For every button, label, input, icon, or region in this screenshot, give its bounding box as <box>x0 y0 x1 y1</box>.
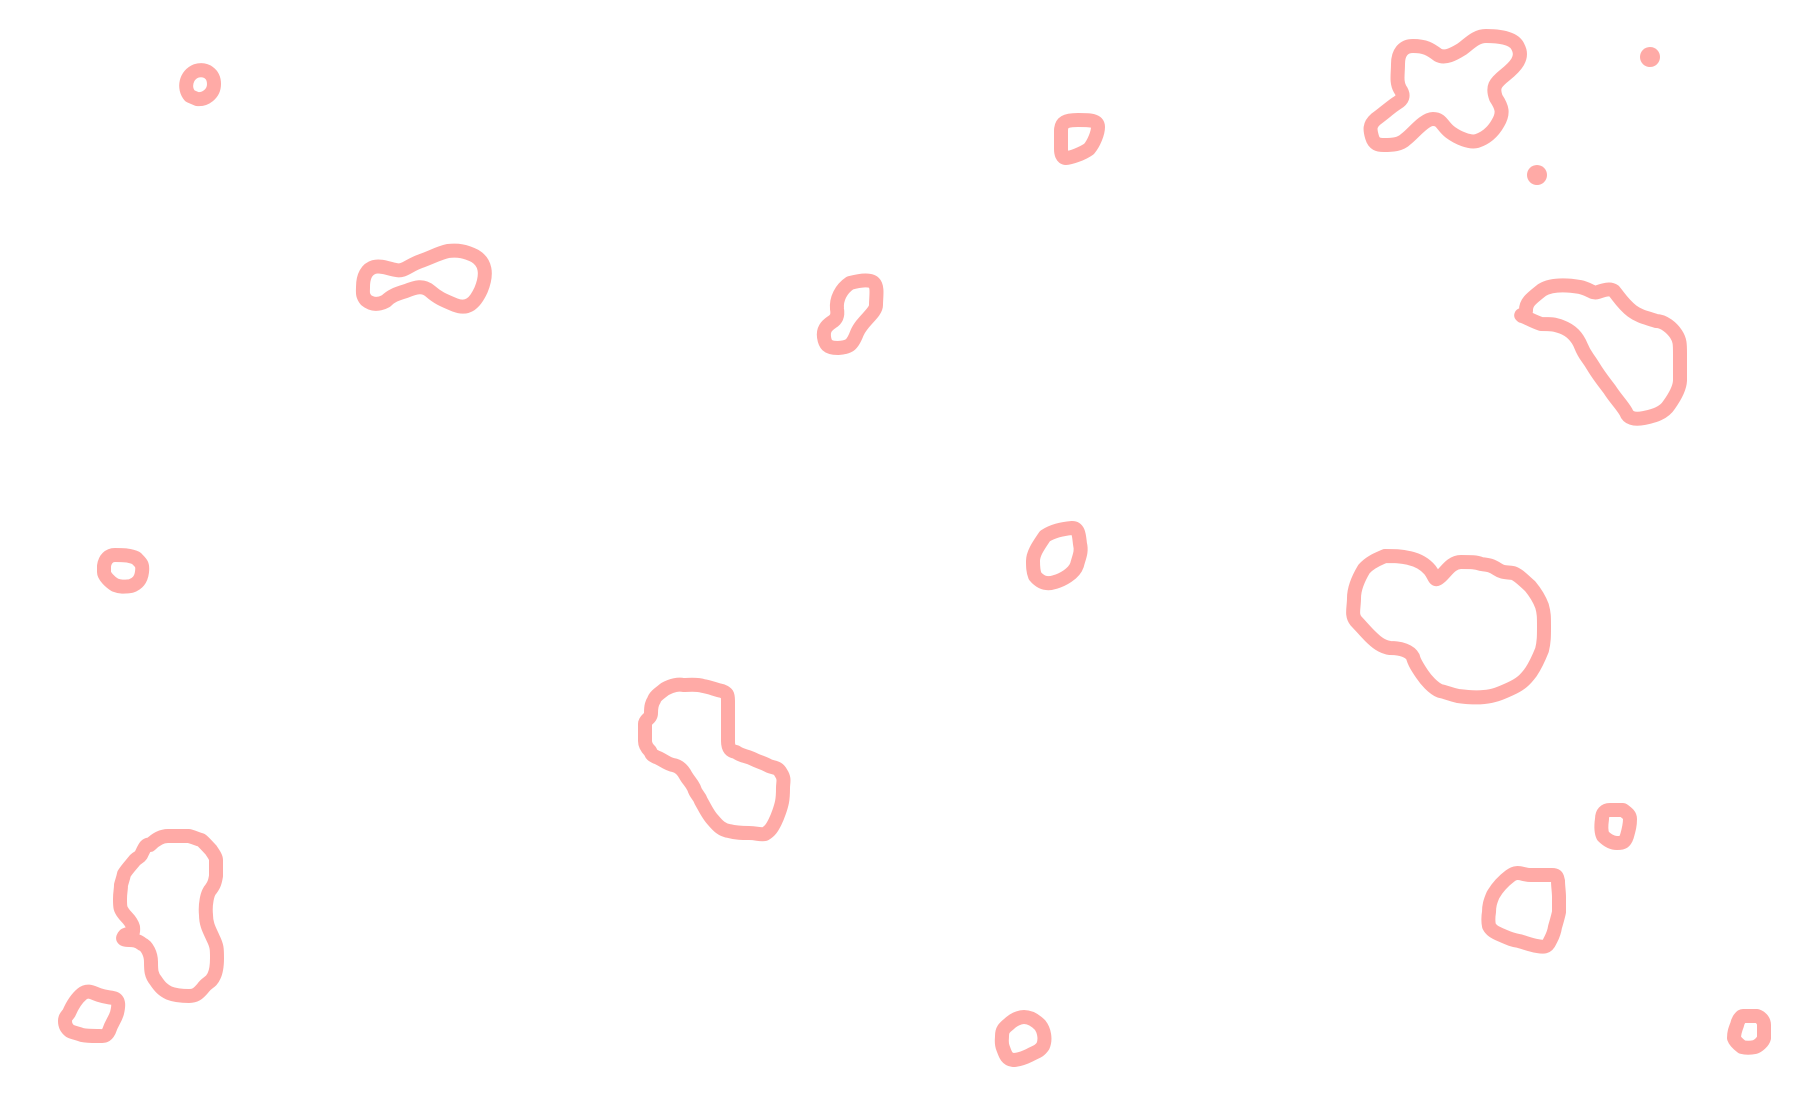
outline-shape <box>1363 29 1527 152</box>
outline-shape <box>96 548 150 594</box>
outline-dot <box>1527 165 1547 185</box>
outline-shape <box>179 63 221 107</box>
outline-shape <box>816 273 884 355</box>
outline-shape <box>1481 866 1567 954</box>
outline-shape <box>1727 1009 1771 1055</box>
outline-shape <box>355 243 492 314</box>
outline-shape <box>1514 278 1688 426</box>
outline-shape <box>113 829 224 1003</box>
outline-shape <box>1053 113 1105 165</box>
outline-shape <box>1346 549 1551 705</box>
outline-shape <box>994 1010 1052 1067</box>
outline-shape <box>1594 803 1637 850</box>
outline-shape <box>1026 521 1088 591</box>
outline-group <box>58 29 1771 1067</box>
outline-shape <box>58 984 126 1044</box>
outline-dot <box>1640 47 1660 67</box>
dots-group <box>1527 47 1660 185</box>
outline-shape <box>638 677 791 842</box>
